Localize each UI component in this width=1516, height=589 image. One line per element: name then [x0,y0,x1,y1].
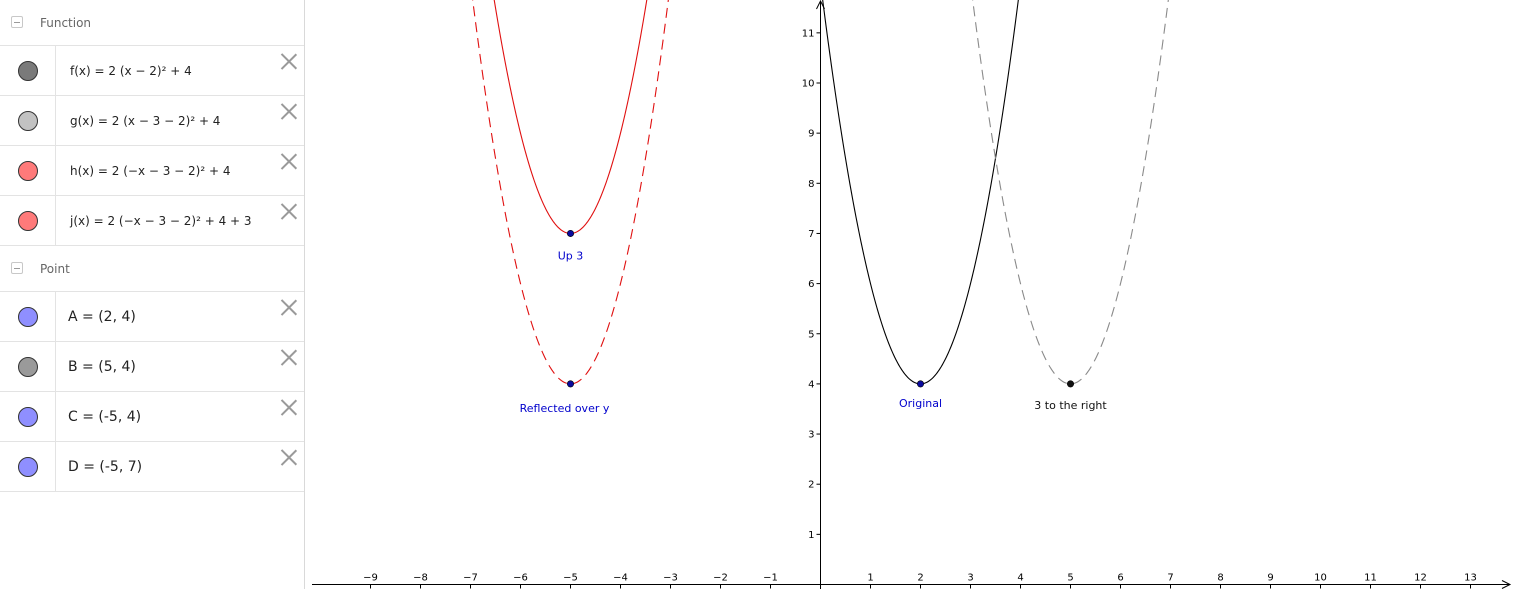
function-group-label: Function [40,15,92,30]
delete-icon[interactable] [278,200,300,222]
x-tick-label: 13 [1464,573,1477,584]
visibility-marble-icon[interactable] [18,406,38,427]
y-tick-label: 5 [808,329,814,340]
function-curve [493,0,648,235]
visibility-marble-icon[interactable] [18,60,38,81]
collapse-icon[interactable] [11,15,23,28]
y-tick-label: 8 [808,179,814,190]
function-expression[interactable]: j(x) = 2 (−x − 3 − 2)² + 4 + 3 [70,213,252,228]
visibility-toggle[interactable] [0,392,56,441]
point-row[interactable]: A = (2, 4) [0,292,304,342]
y-tick-label: 10 [802,79,815,90]
point-marker [567,380,575,388]
visibility-marble-icon[interactable] [18,456,38,477]
point-group-label: Point [40,261,70,276]
y-tick-label: 6 [808,279,814,290]
x-tick-label: 7 [1167,573,1173,584]
visibility-marble-icon[interactable] [18,210,38,231]
function-expression[interactable]: f(x) = 2 (x − 2)² + 4 [70,63,192,78]
x-tick-label: −7 [463,573,478,584]
delete-icon[interactable] [278,150,300,172]
visibility-toggle[interactable] [0,46,56,95]
point-marker [567,229,575,237]
y-tick-label: 2 [808,480,814,491]
point-label: 3 to the right [1034,399,1107,412]
function-curve [472,0,669,385]
point-row[interactable]: B = (5, 4) [0,342,304,392]
x-tick-label: 8 [1217,573,1223,584]
point-expression[interactable]: C = (-5, 4) [68,408,142,425]
collapse-icon[interactable] [11,261,23,274]
function-curve [972,0,1169,385]
visibility-marble-icon[interactable] [18,356,38,377]
function-group-header[interactable]: Function [0,0,304,46]
point-expression[interactable]: A = (2, 4) [68,308,136,325]
x-tick-label: 10 [1314,573,1327,584]
point-label: Reflected over y [520,402,610,415]
y-tick-label: 3 [808,430,814,441]
visibility-toggle[interactable] [0,442,56,491]
x-tick-label: 6 [1117,573,1123,584]
point-label: Original [899,397,942,410]
delete-icon[interactable] [278,396,300,418]
delete-icon[interactable] [278,100,300,122]
point-marker [1066,380,1074,388]
y-tick-label: 1 [808,530,814,541]
x-tick-label: 9 [1267,573,1273,584]
point-label: Up 3 [558,249,584,262]
function-row[interactable]: h(x) = 2 (−x − 3 − 2)² + 4 [0,146,304,196]
x-tick-label: −6 [513,573,528,584]
y-tick-label: 11 [802,28,815,39]
x-tick-label: −3 [663,573,678,584]
x-tick-label: 2 [917,573,923,584]
x-tick-label: 11 [1364,573,1377,584]
visibility-toggle[interactable] [0,292,56,341]
x-tick-label: 3 [967,573,973,584]
delete-icon[interactable] [278,296,300,318]
visibility-marble-icon[interactable] [18,110,38,131]
x-tick-label: −1 [763,573,778,584]
y-tick-label: 9 [808,129,814,140]
visibility-toggle[interactable] [0,96,56,145]
x-tick-label: −5 [563,573,578,584]
delete-icon[interactable] [278,50,300,72]
x-tick-label: −9 [363,573,378,584]
visibility-marble-icon[interactable] [18,160,38,181]
x-tick-label: −8 [413,573,428,584]
function-row[interactable]: g(x) = 2 (x − 3 − 2)² + 4 [0,96,304,146]
point-row[interactable]: D = (-5, 7) [0,442,304,492]
y-tick-label: 4 [808,379,814,390]
function-expression[interactable]: g(x) = 2 (x − 3 − 2)² + 4 [70,113,221,128]
point-row[interactable]: C = (-5, 4) [0,392,304,442]
graphics-view[interactable]: −9 −8 −7 −6 −5 −4 −3 −2 −1 1 2 3 4 5 6 7 8 9 10 11 12 13 1 2 3 4 5… [312,0,1516,589]
y-tick-label: 7 [808,229,814,240]
x-tick-label: 4 [1017,573,1023,584]
point-expression[interactable]: B = (5, 4) [68,358,136,375]
x-tick-label: 1 [867,573,873,584]
algebra-view: Function f(x) = 2 (x − 2)² + 4 g(x) = 2 (… [0,0,305,589]
point-expression[interactable]: D = (-5, 7) [68,458,143,475]
x-tick-label: 5 [1067,573,1073,584]
point-marker [916,380,924,388]
function-expression[interactable]: h(x) = 2 (−x − 3 − 2)² + 4 [70,163,231,178]
x-tick-label: −4 [613,573,628,584]
x-tick-label: −2 [713,573,728,584]
function-curve [822,0,1019,385]
graph-canvas[interactable]: −9 −8 −7 −6 −5 −4 −3 −2 −1 1 2 3 4 5 6 7 8 9 10 11 12 1312345… [312,0,1516,589]
delete-icon[interactable] [278,446,300,468]
delete-icon[interactable] [278,346,300,368]
function-row[interactable]: f(x) = 2 (x − 2)² + 4 [0,46,304,96]
point-group-header[interactable]: Point [0,246,304,292]
visibility-marble-icon[interactable] [18,306,38,327]
visibility-toggle[interactable] [0,146,56,195]
visibility-toggle[interactable] [0,342,56,391]
visibility-toggle[interactable] [0,196,56,245]
x-axis-arrow [1501,580,1512,589]
function-row[interactable]: j(x) = 2 (−x − 3 − 2)² + 4 + 3 [0,196,304,246]
x-tick-label: 12 [1414,573,1427,584]
